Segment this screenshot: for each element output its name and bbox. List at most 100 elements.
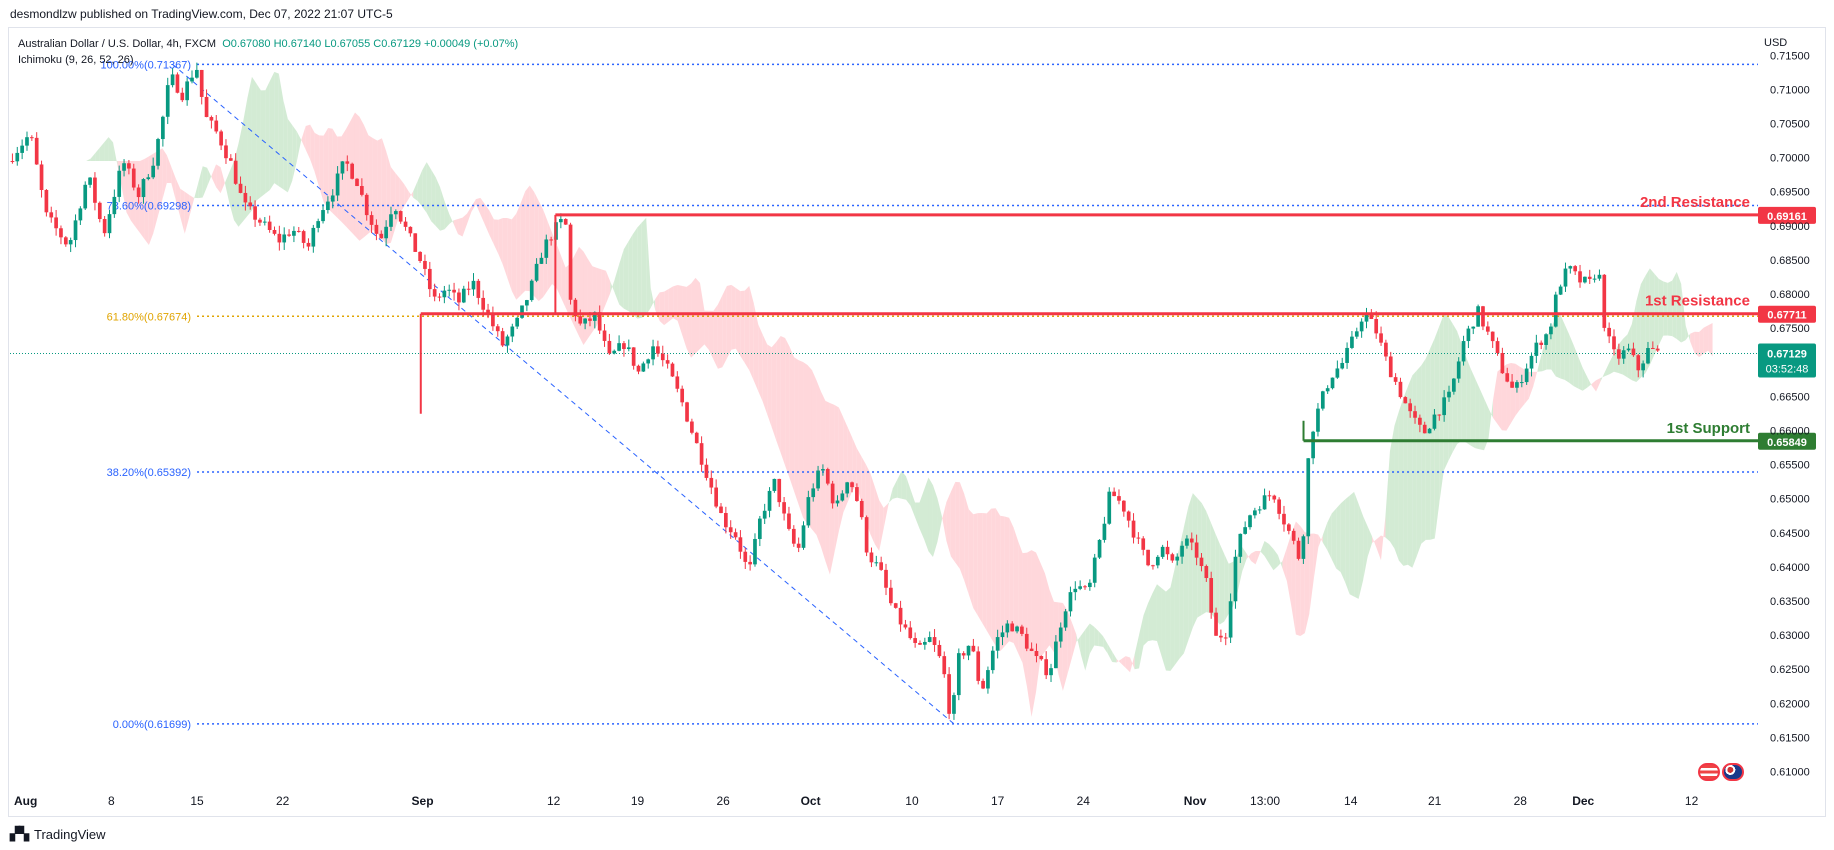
cloud-segment — [256, 83, 261, 201]
cloud-segment — [820, 391, 826, 562]
cloud-segment — [1071, 622, 1077, 659]
cloud-segment — [762, 334, 768, 415]
y-tick-label: 0.66000 — [1770, 425, 1810, 437]
cloud-segment — [780, 335, 786, 466]
candle-body — [1262, 495, 1267, 510]
cloud-segment — [906, 476, 911, 506]
candle-body — [199, 69, 204, 97]
cloud-segment — [1156, 584, 1162, 656]
candle-body — [1146, 549, 1150, 566]
candle-body — [1524, 368, 1529, 383]
cloud-segment — [955, 481, 960, 569]
cloud-segment — [413, 180, 418, 201]
cloud-segment — [444, 201, 450, 230]
cloud-segment — [758, 324, 763, 402]
candle-body — [296, 230, 301, 232]
candle-body — [597, 312, 602, 331]
cloud-segment — [1143, 603, 1149, 646]
cloud-segment — [1318, 534, 1323, 548]
candle-body — [379, 233, 384, 239]
candle-body — [1641, 363, 1645, 371]
candle-body — [83, 184, 88, 209]
candle-body — [107, 214, 112, 234]
candle-body — [952, 695, 956, 714]
candle-body — [1296, 540, 1301, 559]
cloud-segment — [1475, 378, 1480, 450]
cloud-segment — [122, 161, 127, 213]
countdown-label: 03:52:48 — [1766, 363, 1809, 375]
candle-body — [1029, 648, 1034, 651]
cloud-segment — [207, 167, 212, 187]
cloud-segment — [1080, 629, 1086, 671]
candle-body — [1578, 271, 1582, 283]
candle-body — [845, 482, 850, 494]
candle-body — [1112, 491, 1116, 497]
candle-body — [1617, 349, 1621, 359]
current-price-badge — [1758, 343, 1816, 378]
cloud-segment — [874, 486, 880, 552]
candle-body — [1102, 523, 1107, 540]
candle-body — [1233, 556, 1238, 602]
candle-body — [1165, 546, 1170, 555]
candle-body — [719, 506, 723, 513]
current-price-label: 0.67129 — [1767, 348, 1807, 360]
x-tick-label: 8 — [108, 794, 115, 808]
cloud-segment — [1219, 543, 1225, 625]
candle-body — [1107, 491, 1112, 524]
candle-body — [93, 177, 97, 203]
cloud-segment — [811, 370, 817, 535]
cloud-segment — [919, 489, 925, 539]
cloud-segment — [1430, 337, 1435, 540]
cloud-segment — [1389, 425, 1395, 549]
indicator-label[interactable]: Ichimoku (9, 26, 52, 26) — [18, 54, 134, 66]
candle-body — [937, 644, 942, 657]
cloud-segment — [260, 90, 266, 197]
candle-body — [1558, 286, 1563, 295]
candle-body — [88, 177, 92, 185]
cloud-segment — [1569, 334, 1574, 387]
candle-body — [350, 163, 354, 179]
cloud-segment — [1510, 363, 1516, 424]
cloud-segment — [1044, 573, 1050, 652]
candle-body — [1432, 414, 1437, 429]
candle-body — [1350, 336, 1354, 348]
candle-body — [1088, 582, 1092, 588]
candle-body — [1286, 524, 1291, 531]
cloud-segment — [1139, 615, 1144, 669]
cloud-segment — [346, 120, 351, 232]
x-tick-label: Dec — [1572, 794, 1594, 808]
candle-body — [573, 299, 578, 317]
candle-body — [146, 177, 151, 180]
cloud-segment — [1596, 377, 1601, 392]
cloud-segment — [1304, 532, 1310, 634]
candle-body — [961, 653, 966, 656]
x-tick-label: 17 — [991, 794, 1005, 808]
cloud-segment — [1425, 348, 1431, 540]
cloud-segment — [1076, 634, 1081, 655]
candle-body — [1214, 612, 1218, 636]
cloud-segment — [162, 148, 167, 200]
cloud-segment — [1690, 331, 1695, 354]
candle-body — [753, 538, 757, 565]
cloud-segment — [1564, 324, 1570, 383]
x-tick-label: Aug — [14, 794, 37, 808]
level-name: 1st Support — [1667, 420, 1750, 437]
cloud-segment — [1434, 326, 1440, 539]
cloud-segment — [1022, 552, 1028, 688]
candle-body — [1282, 513, 1286, 525]
cloud-segment — [717, 295, 723, 369]
cloud-segment — [1116, 659, 1122, 664]
cloud-segment — [897, 471, 902, 499]
cloud-segment — [1461, 344, 1467, 443]
cloud-segment — [959, 482, 965, 581]
cloud-segment — [659, 291, 665, 326]
candle-body — [1340, 362, 1345, 369]
footer-brand[interactable]: ▞▚ TradingView — [10, 826, 106, 842]
cloud-segment — [525, 185, 530, 292]
candle-body — [932, 637, 937, 645]
cloud-segment — [1331, 508, 1337, 569]
cloud-segment — [1049, 589, 1054, 653]
cloud-segment — [511, 213, 517, 300]
cloud-segment — [166, 155, 172, 184]
